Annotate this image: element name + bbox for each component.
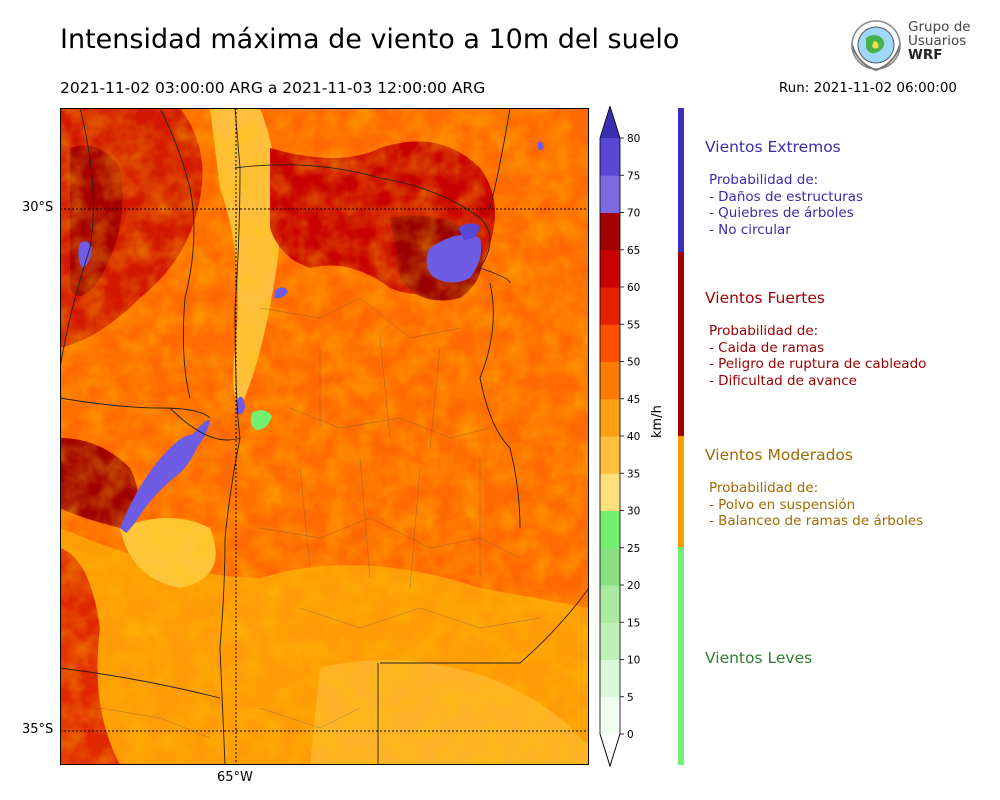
legend-description-line: Probabilidad de: — [709, 172, 819, 188]
legend-category-bar — [678, 547, 684, 765]
colorbar-bin — [600, 436, 620, 474]
colorbar-bin — [600, 659, 620, 698]
legend-category-bar — [678, 252, 684, 436]
colorbar-tick-label: 60 — [627, 282, 640, 294]
wind-map — [60, 108, 589, 765]
colorbar-bin — [600, 324, 620, 362]
colorbar-bin — [600, 510, 620, 549]
legend-title: Vientos Extremos — [705, 138, 841, 156]
colorbar-bin — [600, 212, 620, 251]
lat-label-30s: 30°S — [22, 200, 54, 215]
legend-description-line: - Caida de ramas — [709, 339, 825, 356]
legend-description-line: Probabilidad de: — [709, 480, 819, 496]
grupo-wrf-logo — [851, 20, 901, 72]
logo-line-1: Grupo de — [908, 19, 971, 35]
colorbar-bin — [600, 398, 620, 437]
colorbar-bin — [600, 249, 620, 288]
lon-label-65w: 65°W — [217, 770, 253, 785]
legend-category-bar — [678, 108, 684, 252]
legend-title: Vientos Leves — [705, 649, 813, 667]
extreme-wind-patch-7 — [236, 396, 245, 415]
extreme-wind-patch-8 — [538, 141, 544, 150]
colorbar-extend-top — [600, 106, 620, 138]
run-timestamp: Run: 2021-11-02 06:00:00 — [778, 80, 957, 96]
light-wind-patch — [250, 410, 272, 430]
colorbar-bin — [600, 585, 620, 623]
legend-description-line: - Quiebres de árboles — [709, 205, 854, 221]
logo-line-3: WRF — [908, 47, 943, 63]
legend-description-line: - Balanceo de ramas de árboles — [709, 513, 924, 529]
colorbar-tick-label: 35 — [627, 468, 640, 480]
logo-line-2: Usuarios — [908, 33, 967, 49]
legend-description-line: - No circular — [709, 221, 791, 238]
legend-description: Probabilidad de: - Caida de ramas - Peligr… — [709, 323, 926, 389]
colorbar-tick-label: 40 — [627, 431, 640, 443]
colorbar-tick-label: 80 — [627, 133, 640, 145]
colorbar-bin — [600, 473, 620, 511]
legend-category-bar — [678, 436, 684, 547]
legend-description: Probabilidad de: - Polvo en suspensión - B… — [709, 480, 923, 530]
province-borders — [60, 108, 589, 765]
colorbar-tick-label: 50 — [627, 357, 640, 369]
extreme-wind-patch-1 — [426, 234, 482, 283]
colorbar-bin — [600, 361, 620, 400]
colorbar-bin — [600, 138, 620, 176]
colorbar-bin — [600, 696, 620, 735]
colorbar-tick-label: 15 — [627, 617, 640, 629]
colorbar-tick-label: 5 — [627, 692, 634, 704]
extreme-wind-patch-3 — [78, 241, 92, 268]
colorbar-tick-label: 25 — [627, 543, 640, 555]
extreme-wind-patch-4 — [274, 287, 288, 299]
colorbar-bin — [600, 622, 620, 660]
colorbar-tick-label: 65 — [627, 245, 640, 257]
legend-description-line: Probabilidad de: — [709, 323, 819, 339]
colorbar-tick-label: 30 — [627, 506, 640, 518]
map-title: Intensidad máxima de viento a 10m del su… — [60, 24, 680, 55]
colorbar-extend-bottom — [599, 733, 621, 768]
legend-title: Vientos Moderados — [705, 446, 853, 464]
colorbar-bin — [600, 547, 620, 586]
legend-description-line: - Polvo en suspensión — [709, 496, 856, 513]
extreme-wind-patch-5 — [120, 434, 200, 533]
colorbar-tick-label: 10 — [627, 655, 640, 667]
legend-description: Probabilidad de: - Daños de estructuras - … — [709, 172, 863, 238]
legend-title: Vientos Fuertes — [705, 289, 825, 307]
colorbar-tick-label: 0 — [627, 729, 634, 741]
legend-description-line: - Peligro de ruptura de cableado — [709, 356, 927, 372]
colorbar-bin — [600, 287, 620, 325]
legend-description-line: - Daños de estructuras — [709, 188, 864, 205]
colorbar-units: km/h — [650, 405, 665, 438]
colorbar-tick-label: 75 — [627, 170, 640, 182]
lat-label-35s: 35°S — [22, 722, 54, 737]
graticule — [60, 108, 589, 765]
extreme-wind-patch-2 — [458, 223, 480, 240]
forecast-period: 2021-11-02 03:00:00 ARG a 2021-11-03 12:… — [60, 79, 486, 97]
logo-text: Grupo de Usuarios WRF — [908, 20, 971, 62]
legend-description-line: - Dificultad de avance — [709, 372, 857, 389]
colorbar-tick-label: 55 — [627, 319, 640, 331]
extreme-wind-patch-6 — [190, 419, 210, 446]
colorbar-bin — [600, 175, 620, 213]
colorbar-tick-label: 70 — [627, 208, 640, 220]
colorbar: 0 5 10 15 20 25 30 35 40 45 50 55 60 65 70 75 80 — [599, 106, 640, 768]
texture-overlay — [60, 108, 589, 765]
colorbar-tick-label: 20 — [627, 580, 640, 592]
colorbar-tick-label: 45 — [627, 394, 640, 406]
department-borders — [99, 297, 541, 739]
map-frame — [60, 108, 589, 765]
